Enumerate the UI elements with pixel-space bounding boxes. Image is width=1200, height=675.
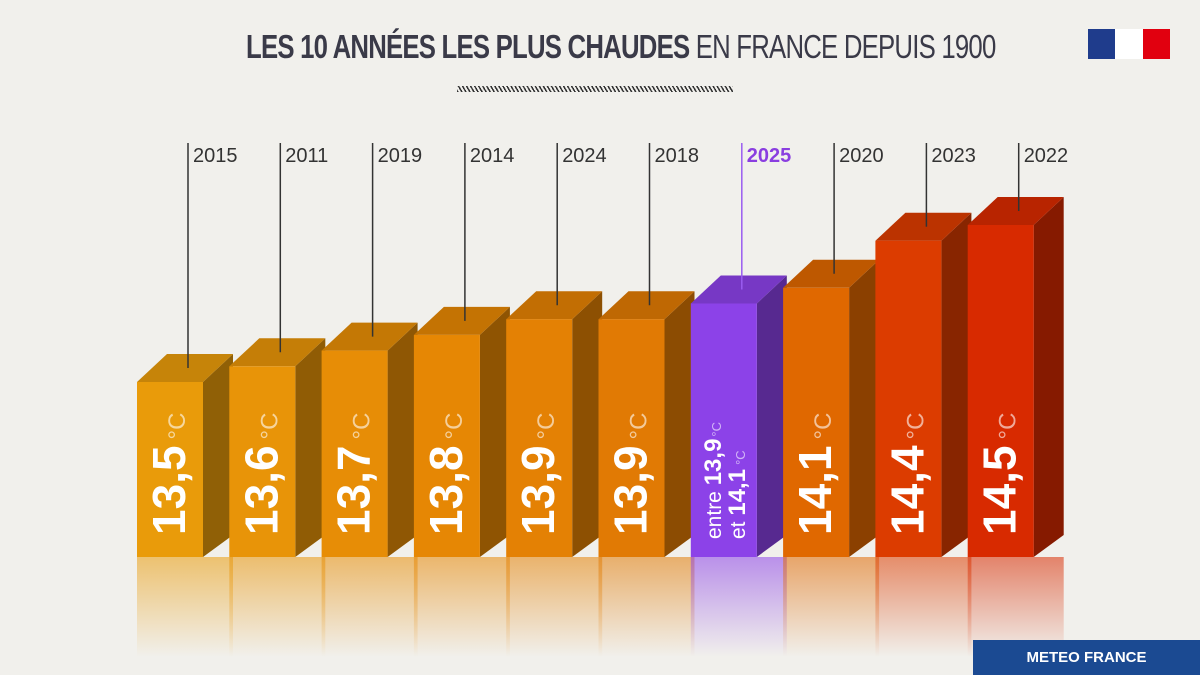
year-label: 2020 <box>839 145 884 167</box>
chart-title: LES 10 ANNÉES LES PLUS CHAUDES EN FRANCE… <box>246 28 997 66</box>
year-label: 2024 <box>562 145 607 167</box>
bar-top <box>967 197 1064 225</box>
bar-front <box>321 350 388 557</box>
bar-2025: 2025 entre 13,9 °C et 14,1 °C <box>690 143 792 657</box>
bar-side <box>849 259 880 557</box>
unit-label: °C <box>164 413 191 440</box>
year-label: 2015 <box>193 145 238 167</box>
bar-front <box>967 225 1034 557</box>
bar-reflection <box>875 557 972 657</box>
bar-side <box>664 291 695 557</box>
range-low-label: entre 13,9 °C <box>700 422 727 539</box>
unit-label: °C <box>441 413 468 440</box>
year-label: 2023 <box>931 145 976 167</box>
range-low-value: 13,9 <box>700 439 727 486</box>
bar-side <box>295 338 326 557</box>
range-high-value: 14,1 <box>724 469 751 516</box>
bar-side <box>203 354 233 557</box>
bar-side <box>387 322 418 557</box>
bar-2024: 2024 13,9°C <box>506 143 607 657</box>
bar-front <box>875 240 942 557</box>
unit-label: °C <box>349 413 376 440</box>
year-label: 2018 <box>655 145 700 167</box>
bar-front <box>506 319 573 557</box>
republique-francaise-logo <box>1088 29 1170 59</box>
year-label: 2019 <box>378 145 423 167</box>
bar-reflection <box>413 557 510 657</box>
title-light: EN FRANCE DEPUIS 1900 <box>695 28 997 65</box>
bar-reflection <box>229 557 326 657</box>
unit-label: °C <box>533 413 560 440</box>
range-prefix: entre <box>703 485 726 539</box>
bar-top <box>783 259 880 288</box>
unit-label: °C <box>733 450 748 465</box>
bar-top <box>690 275 787 304</box>
bar-reflection <box>598 557 695 657</box>
year-label: 2025 <box>747 145 792 167</box>
unit-label: °C <box>626 413 653 440</box>
bar-front <box>783 287 850 557</box>
bar-reflection <box>321 557 418 657</box>
bar-top <box>137 354 233 382</box>
bar-front <box>137 382 203 557</box>
range-prefix: et <box>727 516 750 539</box>
bar-reflection <box>783 557 880 657</box>
meteo-france-label: METEO FRANCE <box>973 640 1200 675</box>
bar-top <box>413 306 510 335</box>
bar-side <box>756 275 787 557</box>
title-bold: LES 10 ANNÉES LES PLUS CHAUDES <box>246 28 690 65</box>
year-label: 2014 <box>470 145 515 167</box>
bar-front <box>690 303 757 557</box>
bar-reflection <box>137 557 233 657</box>
bar-side <box>1033 197 1064 557</box>
year-label: 2022 <box>1024 145 1068 167</box>
bar-top <box>506 291 603 320</box>
bar-top <box>875 212 972 241</box>
bar-top <box>321 322 418 351</box>
unit-label: °C <box>995 413 1022 440</box>
bar-reflection <box>506 557 603 657</box>
range-high-label: et 14,1 °C <box>724 450 751 539</box>
unit-label: °C <box>810 413 837 440</box>
bar-top <box>229 338 326 367</box>
unit-label: °C <box>902 413 929 440</box>
bar-side <box>572 291 603 557</box>
bar-front <box>598 319 665 557</box>
bar-side <box>479 306 510 557</box>
bar-side <box>941 212 972 557</box>
year-label: 2011 <box>285 145 328 167</box>
title-underline <box>457 86 733 92</box>
bar-front <box>413 334 480 557</box>
bar-top <box>598 291 695 320</box>
bar-reflection <box>690 557 787 657</box>
unit-label: °C <box>709 422 724 437</box>
value-label: 13,9°C <box>512 413 564 535</box>
unit-label: °C <box>256 413 283 440</box>
bar-front <box>229 366 296 557</box>
